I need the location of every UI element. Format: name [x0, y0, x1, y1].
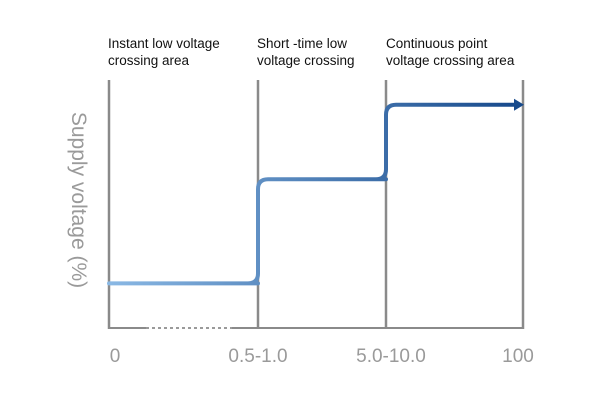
- x-tick-label-3: 100: [502, 346, 534, 367]
- region-label-short-time-line1: Short -time low: [257, 36, 347, 51]
- x-tick-label-0: 0: [110, 346, 121, 367]
- region-label-short-time: Short -time low voltage crossing: [257, 36, 355, 68]
- region-label-instant-line2: crossing area: [108, 53, 190, 68]
- region-label-instant-line1: Instant low voltage: [108, 36, 220, 51]
- region-label-short-time-line2: voltage crossing: [257, 53, 355, 68]
- region-label-instant: Instant low voltage crossing area: [108, 36, 224, 68]
- x-tick-label-2: 5.0-10.0: [356, 346, 426, 367]
- x-tick-label-1: 0.5-1.0: [228, 346, 287, 367]
- region-label-continuous-line2: voltage crossing area: [386, 53, 515, 68]
- region-label-continuous: Continuous point voltage crossing area: [386, 36, 515, 68]
- series-arrow-head: [514, 98, 524, 111]
- region-label-continuous-line1: Continuous point: [386, 36, 488, 51]
- series-step-line: [107, 102, 516, 286]
- y-axis-title: Supply voltage (%): [67, 112, 90, 288]
